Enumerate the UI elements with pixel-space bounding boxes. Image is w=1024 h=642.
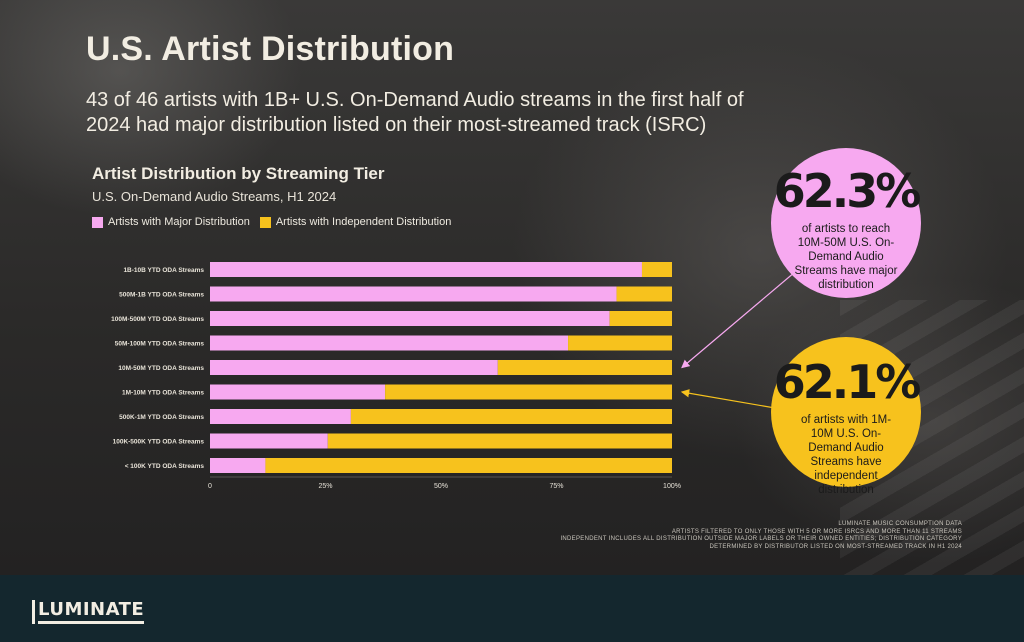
bar-segment-independent	[497, 360, 672, 375]
callout-major-bubble: 62.3% of artists to reach 10M-50M U.S. O…	[771, 148, 921, 298]
bar-segment-major	[210, 286, 617, 302]
page-title: U.S. Artist Distribution	[86, 30, 455, 68]
legend-label-major: Artists with Major Distribution	[108, 216, 250, 228]
footnote-line: Artists filtered to only those with 5 or…	[671, 528, 962, 535]
bar-segment-major	[210, 335, 569, 351]
page-subtitle: 43 of 46 artists with 1B+ U.S. On-Demand…	[86, 89, 744, 136]
category-label: 100M-500M YTD ODA Streams	[111, 316, 204, 323]
bar-segment-major	[210, 458, 266, 473]
bar-segment-major	[210, 311, 610, 326]
category-label: 500K-1M YTD ODA Streams	[119, 414, 204, 421]
bar-segment-independent	[568, 335, 672, 351]
category-label: 50M-100M YTD ODA Streams	[115, 341, 205, 348]
footnotes: Luminate Music Consumption Data Artists …	[560, 521, 962, 551]
legend-item-independent: Artists with Independent Distribution	[259, 216, 452, 228]
bar-segment-major	[210, 360, 498, 375]
legend-swatch-major	[92, 216, 103, 228]
bar-segment-independent	[385, 384, 672, 400]
category-label: 10M-50M YTD ODA Streams	[118, 365, 204, 372]
category-label: < 100K YTD ODA Streams	[125, 463, 205, 470]
footnote-line: Luminate Music Consumption Data	[838, 521, 962, 527]
logo-wordmark: LUMINATE	[38, 600, 145, 624]
chart-title: Artist Distribution by Streaming Tier	[92, 164, 385, 183]
category-label: 1B-10B YTD ODA Streams	[123, 267, 204, 274]
footer-bar	[0, 575, 1024, 642]
bar-segment-major	[210, 262, 642, 277]
bar-segment-independent	[350, 409, 672, 424]
x-tick-label: 0	[208, 483, 212, 490]
bar-segment-independent	[641, 262, 672, 277]
callout-independent-value: 62.1%	[773, 355, 922, 409]
category-label: 500M-1B YTD ODA Streams	[119, 292, 204, 299]
x-tick-label: 100%	[663, 483, 681, 490]
legend-item-major: Artists with Major Distribution	[92, 216, 250, 228]
x-tick-label: 50%	[434, 483, 448, 490]
legend-label-independent: Artists with Independent Distribution	[275, 216, 452, 228]
bar-segment-major	[210, 409, 351, 424]
stacked-bar-chart: 1B-10B YTD ODA Streams 500M-1B YTD ODA St…	[111, 262, 796, 490]
bar-segment-independent	[327, 433, 672, 449]
legend-swatch-independent	[259, 216, 271, 228]
callout-major-arrow	[681, 271, 796, 369]
bar-segment-independent	[616, 286, 672, 302]
callout-independent-bubble: 62.1% of artists with 1M-10M U.S. On-Dem…	[771, 337, 922, 496]
logo-mark	[32, 600, 35, 624]
bar-segment-major	[210, 433, 328, 449]
callout-major-value: 62.3%	[773, 164, 922, 218]
bar-segment-major	[210, 384, 386, 400]
footnote-line: Independent includes all distribution ou…	[560, 536, 962, 542]
category-label: 1M-10M YTD ODA Streams	[122, 390, 204, 397]
chart-subtitle: U.S. On-Demand Audio Streams, H1 2024	[92, 189, 337, 204]
x-tick-label: 25%	[318, 483, 332, 490]
x-tick-label: 75%	[549, 483, 563, 490]
footnote-line: determined by distributor listed on most…	[709, 543, 962, 550]
luminate-logo: LUMINATE	[32, 596, 145, 624]
callout-independent-arrow	[680, 389, 776, 409]
category-label: 100K-500K YTD ODA Streams	[113, 439, 205, 446]
bar-segment-independent	[265, 458, 672, 473]
bar-segment-independent	[609, 311, 672, 326]
callout-major-text: of artists to reach 10M-50M U.S. On-Dema…	[794, 223, 898, 291]
callout-independent-text: of artists with 1M-10M U.S. On-Demand Au…	[800, 414, 892, 496]
chart-legend: Artists with Major Distribution Artists …	[92, 216, 461, 228]
